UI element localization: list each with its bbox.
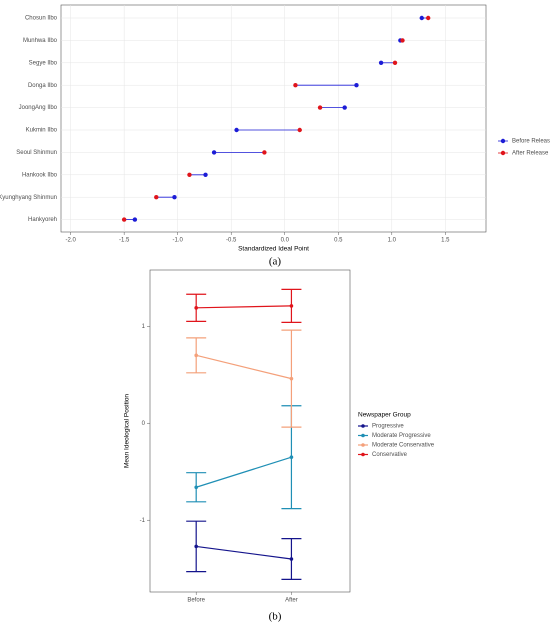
y-tick-label: 0 [142,421,146,427]
point [400,38,405,43]
legend-label: Progressive [372,424,404,430]
point [132,217,138,222]
y-tick-label: Seoul Shinmun [16,150,57,156]
point [342,105,347,110]
y-axis-title: Mean Ideological Position [124,394,131,468]
x-axis-title: Standardized Ideal Point [238,246,309,253]
legend-label: Conservative [372,452,408,458]
point [121,217,127,222]
point [194,485,198,490]
point [194,306,198,310]
legend-marker [500,138,506,144]
y-tick-label: Hankyoreh [28,217,57,223]
y-tick-label: Donga Ilbo [28,83,58,89]
x-tick-label: -1.5 [119,238,130,244]
legend-title: Newspaper Group [358,412,411,419]
series-line [196,456,292,488]
x-tick-label: 1.0 [388,238,397,244]
legend-marker [361,443,365,447]
point [354,83,359,88]
point [392,60,398,65]
point [378,60,384,65]
point [211,150,217,155]
y-tick-label: Hankook Ilbo [22,172,58,178]
plot-panel [149,269,351,593]
series-line [196,545,292,560]
point [317,105,323,110]
x-tick-label: -1.0 [173,238,184,244]
point [203,172,208,177]
y-tick-label: -1 [140,518,146,524]
point [194,544,198,549]
point [419,15,424,21]
point [234,127,239,133]
point [289,304,294,308]
x-tick-label: 0.5 [334,238,343,244]
point [154,195,159,200]
legend-label: Before Release [512,139,550,145]
legend-marker [361,452,365,457]
point [289,376,294,381]
x-tick-label: 0.0 [281,238,290,244]
series-line [196,305,292,309]
caption: (a) [269,256,282,268]
x-tick-label: -0.5 [226,238,237,244]
y-tick-label: Segye Ilbo [29,60,58,66]
point [297,127,302,133]
y-tick-label: Chosun Ilbo [25,16,58,22]
point [187,172,192,177]
legend-label: Moderate Progressive [372,433,431,439]
x-tick-label: Before [187,598,205,604]
x-tick-label: After [285,598,298,604]
plot-panel [60,4,487,233]
x-tick-label: 1.5 [441,238,450,244]
point [289,455,294,459]
legend-marker [361,433,365,438]
point [194,353,198,358]
caption: (b) [269,611,282,623]
y-tick-label: Kukmin Ilbo [26,128,58,134]
point [172,195,177,200]
legend-marker [500,150,506,156]
legend-label: Moderate Conservative [372,443,435,449]
point [262,150,267,155]
y-tick-label: 1 [142,324,146,330]
legend-marker [361,424,365,428]
y-tick-label: JoongAng Ilbo [19,105,58,111]
point [289,557,294,561]
x-tick-label: -2.0 [65,238,76,244]
y-tick-label: Kyunghyang Shinmun [0,195,57,201]
series-line [196,354,292,380]
point [293,83,298,88]
legend-label: After Release [512,151,549,157]
point [425,15,431,21]
y-tick-label: Munhwa Ilbo [23,38,58,44]
